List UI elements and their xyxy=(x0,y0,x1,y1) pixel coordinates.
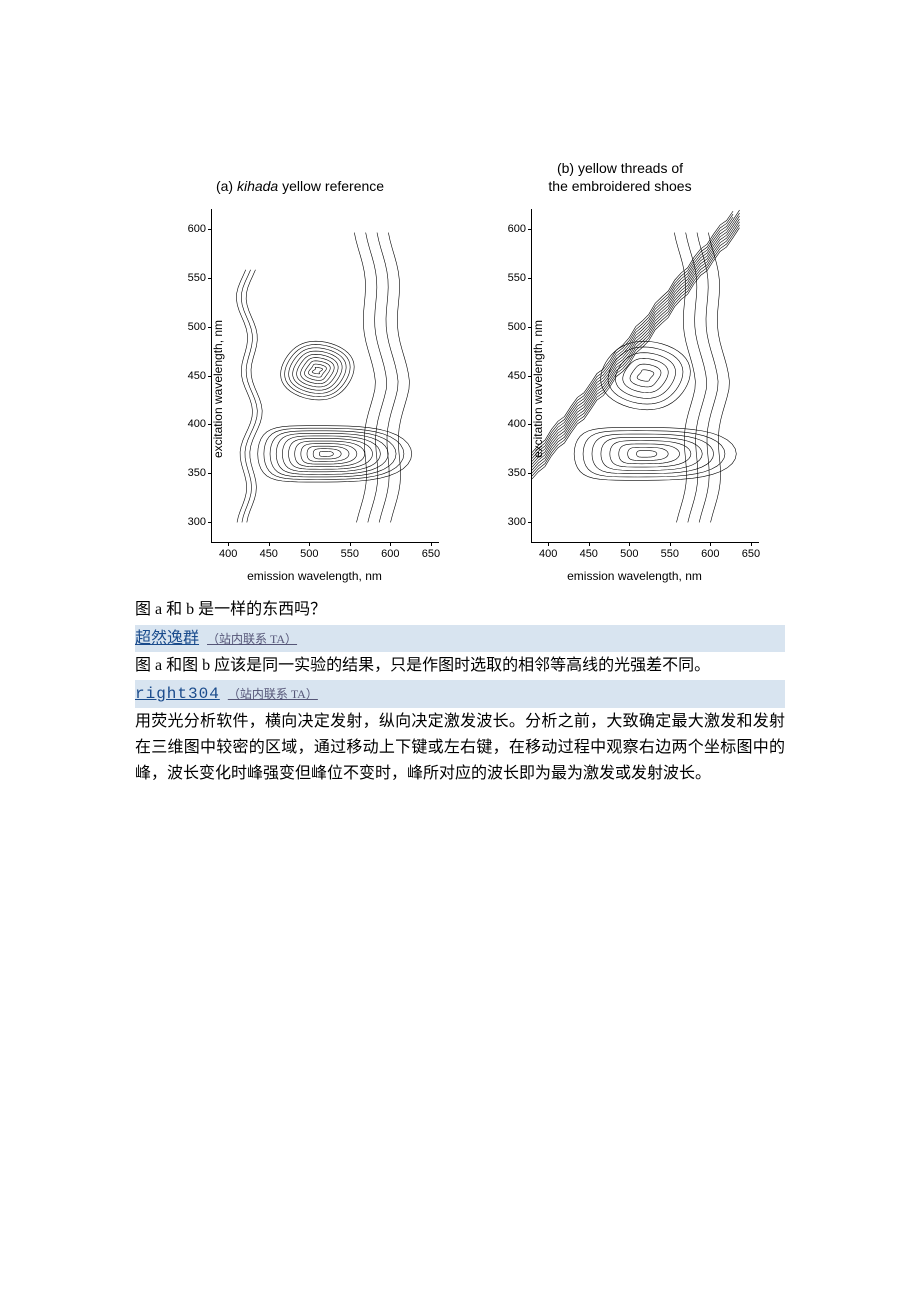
xtick-mark xyxy=(228,542,229,546)
xtick-mark xyxy=(548,542,549,546)
xtick-label: 400 xyxy=(219,548,237,560)
user1-row: 超然逸群 （站内联系 TA） xyxy=(135,625,785,653)
ytick-label: 350 xyxy=(176,467,206,479)
ytick-label: 350 xyxy=(496,467,526,479)
xtick-label: 600 xyxy=(701,548,719,560)
answer2: 用荧光分析软件，横向决定发射，纵向决定激发波长。分析之前，大致确定最大激发和发射… xyxy=(135,709,785,786)
fig-b-line2: the embroidered shoes xyxy=(548,178,691,194)
ytick-label: 500 xyxy=(176,321,206,333)
xtick-mark xyxy=(589,542,590,546)
xtick-mark xyxy=(629,542,630,546)
user2-row: right304 （站内联系 TA） xyxy=(135,680,785,709)
ytick-label: 300 xyxy=(176,516,206,528)
xtick-label: 650 xyxy=(422,548,440,560)
ytick-label: 400 xyxy=(496,418,526,430)
chart-b-xlabel: emission wavelength, nm xyxy=(567,569,702,583)
ytick-label: 600 xyxy=(496,223,526,235)
xtick-label: 500 xyxy=(620,548,638,560)
fig-b-line1: (b) yellow threads of xyxy=(557,160,683,176)
figure-a: (a) kihada yellow reference excitation w… xyxy=(155,155,445,579)
fig-a-prefix: (a) xyxy=(216,178,237,194)
xtick-label: 600 xyxy=(381,548,399,560)
ytick-label: 450 xyxy=(496,370,526,382)
chart-a-xlabel: emission wavelength, nm xyxy=(247,569,382,583)
ytick-label: 600 xyxy=(176,223,206,235)
figure-a-title: (a) kihada yellow reference xyxy=(216,155,384,195)
figure-b: (b) yellow threads of the embroidered sh… xyxy=(475,155,765,579)
xtick-mark xyxy=(670,542,671,546)
contour-svg xyxy=(212,209,439,542)
figure-b-title: (b) yellow threads of the embroidered sh… xyxy=(548,155,691,195)
xtick-label: 550 xyxy=(661,548,679,560)
body-text: 图 a 和 b 是一样的东西吗？ 超然逸群 （站内联系 TA） 图 a 和图 b… xyxy=(135,597,785,786)
xtick-label: 500 xyxy=(300,548,318,560)
xtick-mark xyxy=(431,542,432,546)
xtick-label: 650 xyxy=(742,548,760,560)
ytick-label: 400 xyxy=(176,418,206,430)
ytick-label: 300 xyxy=(496,516,526,528)
fig-a-suffix: yellow reference xyxy=(278,178,384,194)
xtick-mark xyxy=(710,542,711,546)
user1-link[interactable]: 超然逸群 xyxy=(135,630,199,647)
user2-link[interactable]: right304 xyxy=(135,685,220,703)
user2-contact[interactable]: （站内联系 TA） xyxy=(228,687,318,701)
ytick-label: 550 xyxy=(176,272,206,284)
answer1: 图 a 和图 b 应该是同一实验的结果，只是作图时选取的相邻等高线的光强差不同。 xyxy=(135,653,785,679)
plot-area-a: 300350400450500550600400450500550600650 xyxy=(211,209,439,543)
user1-contact[interactable]: （站内联系 TA） xyxy=(207,632,297,646)
xtick-label: 400 xyxy=(539,548,557,560)
ytick-label: 550 xyxy=(496,272,526,284)
xtick-mark xyxy=(751,542,752,546)
plot-area-b: 300350400450500550600400450500550600650 xyxy=(531,209,759,543)
xtick-label: 450 xyxy=(580,548,598,560)
xtick-mark xyxy=(269,542,270,546)
ytick-label: 450 xyxy=(176,370,206,382)
xtick-label: 550 xyxy=(341,548,359,560)
fig-a-italic: kihada xyxy=(237,178,278,194)
question-text: 图 a 和 b 是一样的东西吗？ xyxy=(135,597,785,623)
xtick-label: 450 xyxy=(260,548,278,560)
chart-b: excitation wavelength, nm emission wavel… xyxy=(475,199,765,579)
figure-row: (a) kihada yellow reference excitation w… xyxy=(135,155,785,579)
xtick-mark xyxy=(350,542,351,546)
contour-svg xyxy=(532,209,759,542)
xtick-mark xyxy=(390,542,391,546)
ytick-label: 500 xyxy=(496,321,526,333)
chart-a: excitation wavelength, nm emission wavel… xyxy=(155,199,445,579)
xtick-mark xyxy=(309,542,310,546)
